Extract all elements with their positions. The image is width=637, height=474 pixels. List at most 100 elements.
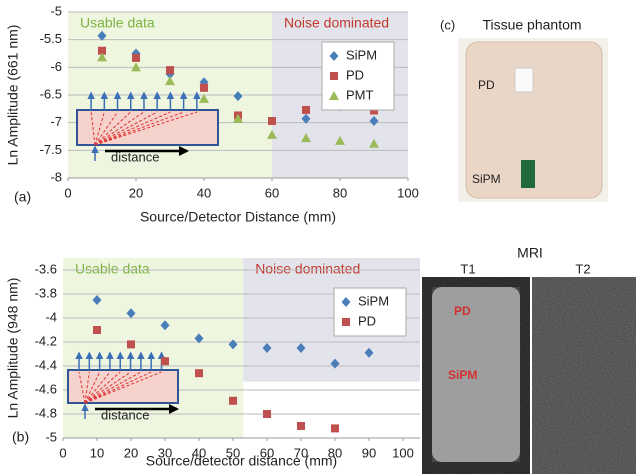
inset-ray [84, 371, 101, 404]
point [335, 135, 345, 145]
x-tick-label: 40 [197, 185, 211, 200]
region [63, 258, 244, 438]
point [165, 76, 175, 86]
point [364, 347, 374, 358]
inset-ray [84, 371, 131, 404]
x-axis-title: Source/Detector Distance (mm) [140, 209, 336, 225]
point [200, 83, 208, 92]
x-axis-title: Source/detector distance (mm) [146, 453, 337, 469]
point [97, 30, 107, 41]
x-tick-label: 0 [59, 445, 66, 460]
panel-label: (a) [14, 189, 31, 205]
mri-label: T2 [575, 261, 590, 276]
inset-ray [94, 111, 198, 146]
y-tick-label: -6.5 [40, 86, 62, 101]
point [127, 340, 135, 349]
y-axis-title: Ln Amplitude (661 nm) [5, 25, 21, 166]
point [161, 357, 169, 366]
y-tick-label: -4 [45, 309, 57, 324]
mri-label: PD [454, 304, 471, 318]
x-tick-label: 100 [397, 185, 419, 200]
x-tick-label: 80 [328, 445, 342, 460]
y-tick-label: -5 [45, 429, 57, 444]
y-tick-label: -3.8 [35, 285, 57, 300]
y-tick-label: -4.4 [35, 357, 57, 372]
legend-label: SiPM [358, 293, 389, 308]
point [296, 343, 306, 353]
legend-marker [330, 72, 338, 80]
x-tick-label: 90 [362, 445, 376, 460]
mri-label: SiPM [448, 368, 477, 382]
point [160, 320, 170, 331]
x-tick-label: 20 [129, 185, 143, 200]
point [369, 116, 379, 127]
y-axis-title: Ln Amplitude (948 nm) [5, 278, 21, 419]
y-tick-label: -3.6 [35, 261, 57, 276]
inset-ray [94, 111, 132, 146]
x-tick-label: 40 [192, 445, 206, 460]
sipm-detector [521, 160, 535, 188]
photo-label: PD [478, 78, 495, 92]
legend-label: PD [346, 67, 364, 82]
y-tick-label: -4.6 [35, 381, 57, 396]
inset-ray [94, 111, 171, 146]
point [301, 133, 311, 143]
x-tick-label: 30 [158, 445, 172, 460]
mri-t2-noise [532, 277, 636, 474]
mri-title: MRI [517, 245, 543, 261]
photo-title: Tissue phantom [482, 17, 581, 33]
x-tick-label: 50 [226, 445, 240, 460]
inset-ray [84, 371, 142, 404]
point [262, 343, 272, 353]
x-tick-label: 0 [64, 185, 71, 200]
inset-ray [94, 111, 184, 146]
inset-ray [84, 371, 152, 404]
mri-t1-phantom-noise [432, 287, 520, 462]
point [126, 308, 136, 319]
legend-label: PMT [346, 87, 374, 102]
inset-ray [94, 111, 158, 146]
y-tick-label: -7.5 [40, 142, 62, 157]
y-tick-label: -4.8 [35, 405, 57, 420]
legend-marker [329, 91, 339, 100]
legend-marker [341, 297, 351, 307]
x-tick-label: 60 [265, 185, 279, 200]
photo-label: SiPM [472, 172, 501, 186]
point [302, 105, 310, 114]
legend-marker [329, 51, 339, 61]
inset-ray [84, 371, 90, 404]
inset-label: distance [101, 407, 149, 422]
y-tick-label: -8 [50, 169, 62, 184]
y-tick-label: -5.5 [40, 31, 62, 46]
point [233, 113, 243, 123]
legend-marker [342, 318, 350, 326]
point [263, 410, 271, 418]
inset-ray [84, 371, 111, 404]
point [195, 369, 203, 378]
region-label: Noise dominated [255, 261, 360, 277]
point [194, 333, 204, 344]
x-tick-label: 80 [333, 185, 347, 200]
x-tick-label: 60 [260, 445, 274, 460]
legend-label: SiPM [346, 47, 377, 62]
point [330, 358, 340, 369]
inset-ray [90, 111, 96, 146]
pd-detector [514, 67, 534, 93]
y-tick-label: -6 [50, 59, 62, 74]
y-tick-label: -5 [50, 3, 62, 18]
point [297, 422, 305, 430]
inset-ray [84, 371, 121, 404]
point [267, 129, 277, 139]
panel-label: (b) [12, 429, 29, 445]
point [331, 424, 339, 433]
region-label: Usable data [80, 15, 155, 31]
point [369, 138, 379, 148]
point [166, 66, 174, 75]
panel-label: (c) [440, 17, 455, 32]
inset-label: distance [111, 149, 159, 164]
point [301, 113, 311, 124]
point [228, 339, 238, 350]
point [199, 93, 209, 103]
